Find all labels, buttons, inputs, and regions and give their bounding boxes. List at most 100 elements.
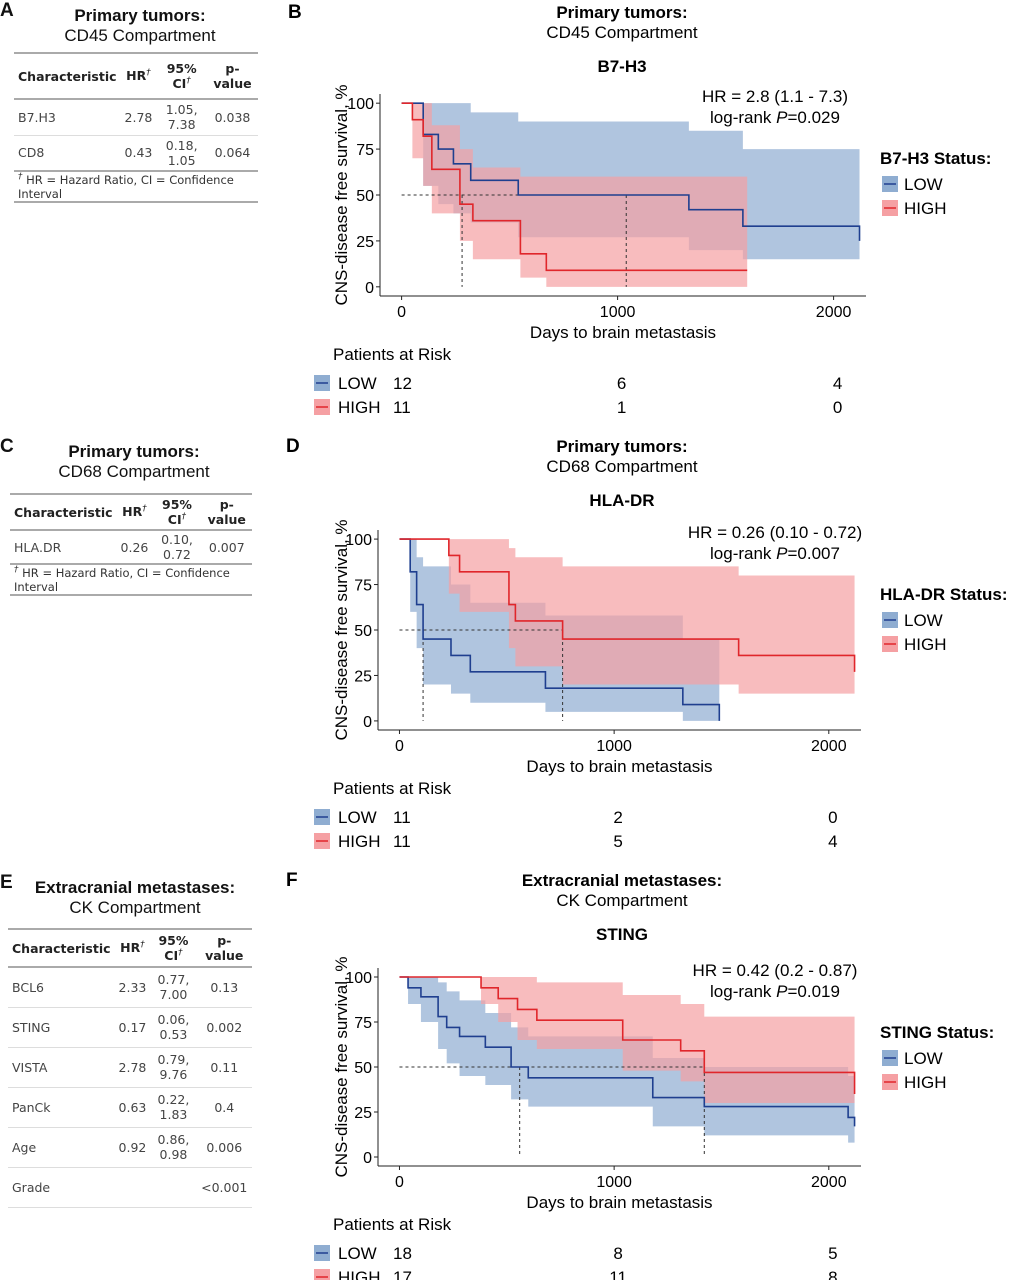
- col-ci: 95% CI†: [152, 493, 202, 531]
- col-hr-text: HR: [126, 68, 147, 84]
- table-cell: 0.79, 9.76: [150, 1047, 197, 1088]
- col-ci: 95% CI†: [156, 52, 207, 100]
- chart-b-risk-count: 11: [393, 398, 411, 417]
- chart-d-logrank-p: P: [776, 544, 788, 563]
- chart-f-risk-group-low: LOW: [338, 1244, 377, 1263]
- chart-f-y-tick-label: 0: [363, 1150, 372, 1167]
- chart-f-legend-label-low: LOW: [904, 1049, 943, 1068]
- table-footnote-text: HR = Hazard Ratio, CI = Confidence Inter…: [18, 172, 234, 201]
- chart-b-title: Primary tumors:: [556, 3, 687, 22]
- chart-b-x-axis-title: Days to brain metastasis: [530, 323, 716, 342]
- table-e-title: Extracranial metastases: CK Compartment: [16, 878, 254, 918]
- chart-b-marker-title: B7-H3: [597, 57, 646, 76]
- chart-b-hr-text: HR = 2.8 (1.1 - 7.3): [702, 87, 848, 106]
- table-cell: 0.63: [114, 1087, 151, 1128]
- chart-b-risk-count: 1: [617, 398, 626, 417]
- chart-d-x-tick-label: 1000: [596, 738, 632, 755]
- chart-d-x-tick-label: 2000: [811, 738, 847, 755]
- chart-b-x-tick-label: 2000: [816, 304, 852, 321]
- chart-b-risk-group-low: LOW: [338, 374, 377, 393]
- table-cell: 0.06, 0.53: [150, 1007, 197, 1048]
- chart-b-subtitle: CD45 Compartment: [546, 23, 697, 42]
- chart-b-curve-high: [401, 102, 748, 272]
- chart-b-y-tick-label: 75: [356, 142, 374, 159]
- table-row: CD8 0.43 0.18, 1.05 0.064: [14, 135, 258, 172]
- table-row: PanCk 0.63 0.22, 1.83 0.4: [8, 1087, 252, 1128]
- chart-d-legend-label-high: HIGH: [904, 635, 947, 654]
- chart-d-curve-high: [399, 538, 856, 672]
- chart-d-legend-label-low: LOW: [904, 611, 943, 630]
- chart-f-curve-high: [399, 976, 856, 1094]
- table-cell: [150, 1167, 197, 1208]
- table-e: Characteristic HR† 95% CI† p-value BCL6 2…: [8, 928, 252, 1208]
- table-c: Characteristic HR† 95% CI† p-value HLA.D…: [10, 493, 252, 596]
- col-hr: HR†: [120, 52, 157, 100]
- table-c-title-line1: Primary tumors:: [68, 442, 200, 461]
- table-e-body: BCL6 2.33 0.77, 7.00 0.13 STING 0.17 0.06, 0.5…: [8, 967, 252, 1208]
- table-cell: 1.05, 7.38: [156, 99, 207, 136]
- chart-d-risk-count: 4: [828, 832, 837, 851]
- table-footnote: † HR = Hazard Ratio, CI = Confidence Int…: [10, 563, 252, 596]
- table-cell: 2.78: [114, 1047, 151, 1088]
- chart-f-risk-count: 8: [828, 1268, 837, 1280]
- chart-f-curve-low: [399, 976, 856, 1127]
- chart-f-risk-title: Patients at Risk: [333, 1215, 452, 1234]
- chart-d-y-axis-title: CNS-disease free survival, %: [332, 519, 351, 740]
- chart-f-y-tick-label: 25: [354, 1105, 372, 1122]
- table-cell: 0.86, 0.98: [150, 1127, 197, 1168]
- chart-f-panel-label: F: [286, 870, 298, 891]
- panel-label-c: C: [0, 436, 14, 457]
- chart-b-legend-label-low: LOW: [904, 175, 943, 194]
- chart-b-y-tick-label: 100: [347, 96, 374, 113]
- chart-b-legend-title: B7-H3 Status:: [880, 149, 991, 168]
- chart-b-y-axis-title: CNS-disease free survival, %: [332, 84, 351, 305]
- chart-d-y-tick-label: 0: [363, 714, 372, 731]
- table-cell: 0.10, 0.72: [152, 530, 202, 565]
- chart-d-title: Primary tumors:: [556, 437, 687, 456]
- chart-f-risk-count: 8: [613, 1244, 622, 1263]
- chart-f-logrank-prefix: log-rank: [710, 982, 776, 1001]
- chart-d-legend-title: HLA-DR Status:: [880, 585, 1008, 604]
- table-cell: PanCk: [8, 1087, 115, 1128]
- km-chart-f: F Extracranial metastases:CK Compartment S…: [286, 870, 994, 1280]
- table-a-title-line1: Primary tumors:: [74, 6, 206, 25]
- table-c-title-line2: CD68 Compartment: [58, 462, 210, 481]
- chart-b-logrank-value: =0.029: [788, 108, 840, 127]
- chart-b-panel-label: B: [288, 2, 302, 23]
- chart-f-y-tick-label: 75: [354, 1015, 372, 1032]
- chart-d-risk-group-low: LOW: [338, 808, 377, 827]
- chart-f-risk-group-high: HIGH: [338, 1268, 381, 1280]
- chart-f-subtitle: CK Compartment: [556, 891, 688, 910]
- table-cell: 2.78: [120, 99, 157, 136]
- table-cell: 0.26: [116, 530, 153, 565]
- chart-d-subtitle: CD68 Compartment: [546, 457, 697, 476]
- chart-f-risk-count: 11: [609, 1268, 627, 1280]
- table-row: Grade <0.001: [8, 1167, 252, 1208]
- chart-f-ci-band-high: [399, 977, 855, 1121]
- chart-b-y-tick-label: 50: [356, 188, 374, 205]
- table-cell: HLA.DR: [10, 530, 117, 565]
- table-row: Age 0.92 0.86, 0.98 0.006: [8, 1127, 252, 1168]
- chart-b-risk-count: 6: [617, 374, 626, 393]
- chart-b-y-tick-label: 25: [356, 234, 374, 251]
- chart-d-y-tick-label: 100: [345, 532, 372, 549]
- chart-d-logrank-prefix: log-rank: [710, 544, 776, 563]
- col-pvalue: p-value: [201, 493, 252, 531]
- chart-d-x-tick-label: 0: [395, 738, 404, 755]
- col-characteristic: Characteristic: [10, 493, 117, 531]
- col-hr: HR†: [116, 493, 153, 531]
- chart-f-legend-label-high: HIGH: [904, 1073, 947, 1092]
- chart-d-risk-count: 11: [393, 808, 411, 827]
- chart-d-risk-group-high: HIGH: [338, 832, 381, 851]
- table-row: BCL6 2.33 0.77, 7.00 0.13: [8, 967, 252, 1008]
- chart-d-risk-title: Patients at Risk: [333, 779, 452, 798]
- chart-f-risk-count: 18: [393, 1244, 412, 1263]
- table-cell: 0.18, 1.05: [156, 135, 207, 172]
- table-cell: BCL6: [8, 967, 115, 1008]
- chart-f-title: Extracranial metastases:: [522, 871, 722, 890]
- chart-f-x-axis-title: Days to brain metastasis: [526, 1193, 712, 1212]
- chart-f-y-axis-title: CNS-disease free survival, %: [332, 956, 351, 1177]
- table-c-body: HLA.DR 0.26 0.10, 0.72 0.007: [10, 530, 252, 565]
- table-cell: STING: [8, 1007, 115, 1048]
- chart-d-risk-count: 0: [828, 808, 837, 827]
